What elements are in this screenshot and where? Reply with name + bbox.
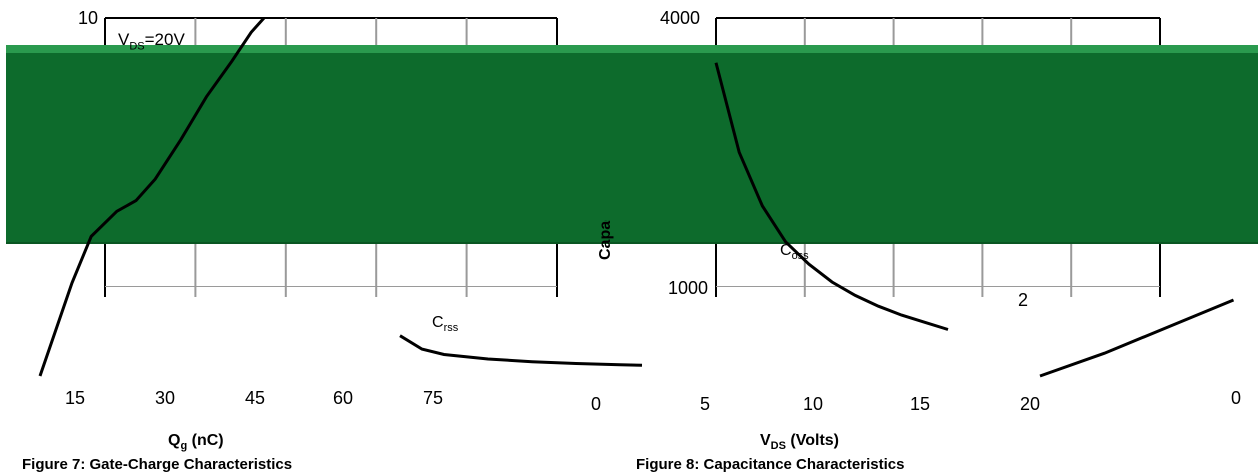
coss-line — [714, 62, 949, 331]
c3-ytick-label: 2 — [1018, 290, 1028, 310]
green-overlay-band — [6, 45, 1258, 243]
crss-line — [399, 334, 643, 367]
coss-label: Coss — [780, 242, 809, 263]
c1-xtick-label: 75 — [423, 388, 443, 408]
c1-xtick-label: 45 — [245, 388, 265, 408]
gate-charge-line — [38, 16, 266, 377]
c2-xtick-label: 5 — [700, 394, 710, 414]
green-overlay-band-bottom — [6, 242, 1258, 244]
c2-ytick-label: 1000 — [668, 278, 708, 298]
vds-annotation: VDS=20V — [118, 30, 185, 53]
tick-labels: 15 30 45 60 75 10 0 5 10 15 20 4000 1000 0 2 — [65, 8, 1241, 414]
c2-xtick-label: 15 — [910, 394, 930, 414]
c2-xtick-label: 10 — [803, 394, 823, 414]
c1-xtick-label: 15 — [65, 388, 85, 408]
crss-label: Crss — [432, 314, 459, 335]
figure7-caption: Figure 7: Gate-Charge Characteristics — [22, 456, 293, 473]
c1-xtick-label: 60 — [333, 388, 353, 408]
capacitance-curves — [399, 62, 949, 367]
gate-charge-curve — [38, 16, 266, 377]
gate-charge-xlabel: Qg (nC) — [168, 432, 224, 453]
green-overlay-band-top — [6, 45, 1258, 53]
c2-ytick-label: 4000 — [660, 8, 700, 28]
capacitance-xlabel: VDS (Volts) — [760, 432, 839, 453]
third-chart-line — [1039, 298, 1235, 378]
c1-ytick-label: 10 — [78, 8, 98, 28]
third-chart-curve — [1039, 298, 1235, 378]
c1-xtick-label: 30 — [155, 388, 175, 408]
c2-xtick-label: 20 — [1020, 394, 1040, 414]
c3-xtick-label: 0 — [1231, 388, 1241, 408]
figure8-caption: Figure 8: Capacitance Characteristics — [636, 456, 905, 473]
capacitance-ylabel: Capacitance (pF) — [597, 220, 620, 260]
c2-xtick-label: 0 — [591, 394, 601, 414]
